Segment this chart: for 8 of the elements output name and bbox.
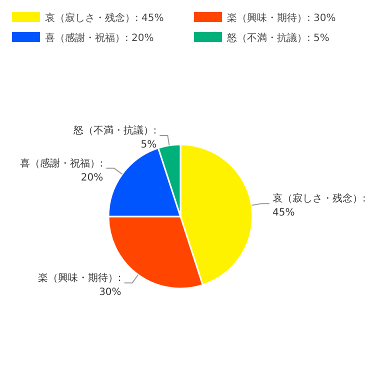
- legend-label: 怒（不満・抗議）: 5%: [226, 32, 330, 44]
- slice-label: 哀（寂しさ・残念）: 45%: [272, 192, 366, 219]
- legend-label: 喜（感謝・祝福）: 20%: [45, 32, 154, 44]
- slice-label: 怒（不満・抗議）: 5%: [72, 124, 157, 151]
- slice-label: 喜（感謝・祝福）: 20%: [20, 157, 104, 184]
- slice-label: 楽（興味・期待）: 30%: [38, 272, 122, 298]
- legend-label: 哀（寂しさ・残念）: 45%: [45, 12, 164, 24]
- legend-label: 楽（興味・期待）: 30%: [227, 12, 336, 24]
